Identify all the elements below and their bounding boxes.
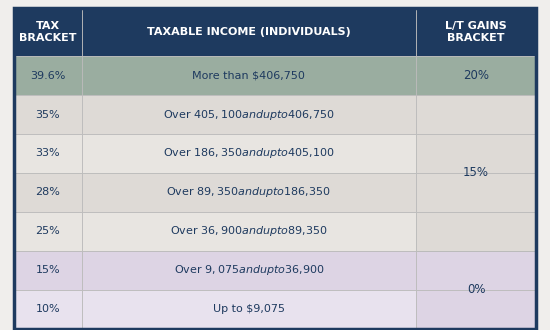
Text: 10%: 10%: [35, 304, 60, 314]
Text: 39.6%: 39.6%: [30, 71, 65, 81]
Bar: [14, 8, 81, 56]
Bar: [81, 95, 416, 134]
Bar: [416, 173, 536, 212]
Text: 0%: 0%: [467, 283, 486, 296]
Text: Over $9,075 and up to $36,900: Over $9,075 and up to $36,900: [174, 263, 324, 277]
Text: Up to $9,075: Up to $9,075: [213, 304, 285, 314]
Text: 33%: 33%: [35, 148, 60, 158]
Text: Over $89,350 and up to $186,350: Over $89,350 and up to $186,350: [167, 185, 331, 199]
Bar: [416, 251, 536, 290]
Bar: [416, 95, 536, 134]
Bar: [14, 56, 81, 95]
Bar: [81, 290, 416, 329]
Text: 20%: 20%: [463, 69, 489, 82]
Bar: [416, 290, 536, 329]
Text: 15%: 15%: [463, 166, 489, 180]
Bar: [14, 173, 81, 212]
Bar: [416, 56, 536, 95]
Text: 28%: 28%: [35, 187, 60, 197]
Bar: [14, 95, 81, 134]
Bar: [81, 212, 416, 251]
Text: TAXABLE INCOME (INDIVIDUALS): TAXABLE INCOME (INDIVIDUALS): [147, 27, 351, 37]
Bar: [416, 8, 536, 56]
Text: 25%: 25%: [35, 226, 60, 236]
Text: More than $406,750: More than $406,750: [192, 71, 305, 81]
Bar: [81, 56, 416, 95]
Text: Over $405,100 and up to $406,750: Over $405,100 and up to $406,750: [163, 108, 335, 121]
Bar: [14, 251, 81, 290]
Text: L/T GAINS
BRACKET: L/T GAINS BRACKET: [446, 21, 507, 43]
Bar: [416, 134, 536, 173]
Bar: [14, 134, 81, 173]
Text: 35%: 35%: [35, 110, 60, 119]
Bar: [14, 290, 81, 329]
Bar: [81, 173, 416, 212]
Bar: [14, 212, 81, 251]
Bar: [416, 212, 536, 251]
Text: TAX
BRACKET: TAX BRACKET: [19, 21, 76, 43]
Bar: [81, 251, 416, 290]
Text: 15%: 15%: [35, 265, 60, 275]
Bar: [81, 134, 416, 173]
Text: Over $186,350 and up to $405,100: Over $186,350 and up to $405,100: [163, 147, 335, 160]
Bar: [81, 8, 416, 56]
Text: Over $36,900 and up to $89,350: Over $36,900 and up to $89,350: [170, 224, 328, 238]
